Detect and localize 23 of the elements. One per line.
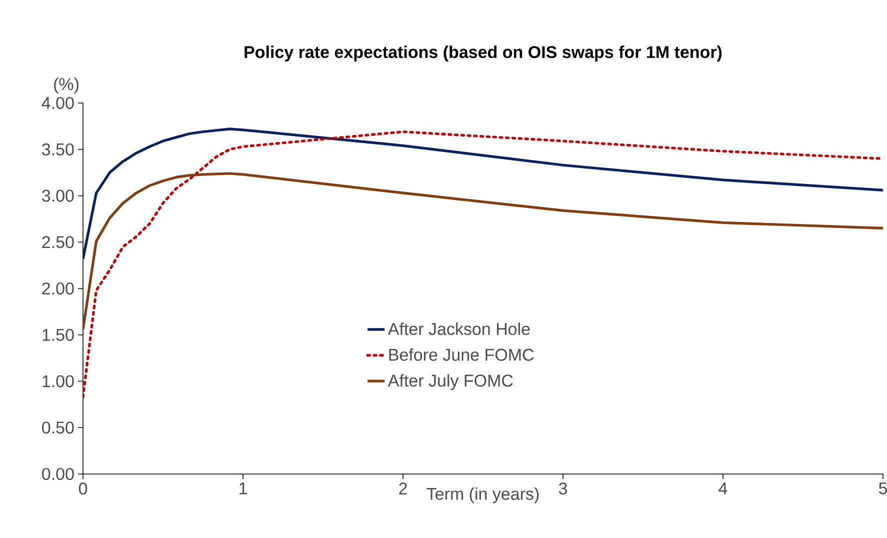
y-tick-label: 2.00 [42, 282, 74, 295]
legend-label: After Jackson Hole [388, 322, 530, 336]
legend-label: Before June FOMC [389, 348, 534, 361]
y-tick-label: 1.00 [42, 375, 74, 388]
line-series [83, 128, 883, 260]
y-tick-label: 2.50 [42, 236, 74, 248]
y-tick-label: 0.00 [42, 468, 74, 480]
x-tick-label: 1 [240, 482, 247, 494]
x-tick-label: 0 [78, 482, 88, 495]
chart-title: Policy rate expectations (based on OIS swaps for 1M tenor) [244, 46, 722, 62]
y-tick-label: 4.00 [42, 96, 74, 110]
legend-label: After July FOMC [388, 374, 513, 390]
y-tick-label: 3.50 [42, 143, 74, 156]
x-axis-title: Term (in years) [426, 487, 539, 504]
x-tick-label: 4 [718, 482, 728, 494]
y-axis-title: (%) [54, 78, 78, 94]
y-tick-label: 3.00 [42, 190, 74, 202]
line-series [83, 130, 883, 398]
y-tick-label: 0.50 [42, 422, 74, 434]
x-tick-label: 5 [878, 482, 887, 494]
y-tick-label: 1.50 [42, 328, 74, 341]
x-tick-label: 3 [558, 482, 567, 495]
x-tick-label: 2 [399, 482, 407, 494]
